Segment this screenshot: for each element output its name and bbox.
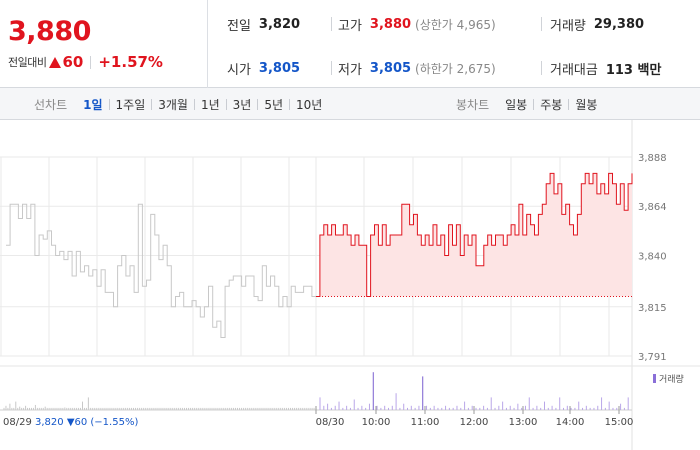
divider — [568, 98, 570, 110]
stat-value: 3,805 — [258, 61, 301, 76]
stat-high: 고가 3,880 (상한가 4,965) — [338, 15, 496, 34]
volume-legend-swatch — [653, 374, 656, 383]
divider — [108, 98, 110, 110]
tab-1w[interactable]: 1주일 — [115, 97, 146, 112]
stat-value: 3,805 — [369, 61, 412, 76]
tab-1y[interactable]: 1년 — [200, 97, 220, 112]
today-price-line — [316, 172, 633, 297]
stat-label: 전일 — [227, 19, 251, 34]
chart-period-tabs: 선차트 1일 1주일 3개월 1년 3년 5년 10년 봉차트 일봉 주봉 월봉 — [0, 88, 700, 120]
up-arrow-icon — [49, 56, 62, 68]
tab-weekly[interactable]: 주봉 — [540, 97, 563, 112]
volume-bars: 거래량 — [0, 365, 700, 411]
tab-10y[interactable]: 10년 — [296, 97, 323, 112]
divider — [257, 98, 259, 110]
today-fill-area — [316, 173, 632, 297]
divider — [151, 98, 153, 110]
volume-legend-label: 거래량 — [659, 373, 684, 385]
stat-label: 시가 — [227, 63, 251, 78]
stat-low: 저가 3,805 (하한가 2,675) — [338, 59, 496, 78]
change-value: 60 — [62, 53, 84, 71]
stat-amount: 거래대금 113 백만 — [550, 59, 661, 78]
stat-prev-close: 전일 3,820 — [227, 15, 300, 34]
divider — [225, 98, 227, 110]
line-chart-tabs: 선차트 1일 1주일 3개월 1년 3년 5년 10년 — [34, 88, 328, 120]
divider — [289, 98, 291, 110]
lower-limit: (하한가 2,675) — [415, 62, 496, 76]
stat-label: 고가 — [338, 19, 362, 34]
stat-volume: 거래량 29,380 — [550, 15, 644, 34]
current-price-box: 3,880 전일대비 60 +1.57% — [0, 0, 208, 88]
tab-1d[interactable]: 1일 — [83, 97, 103, 112]
y-tick-label: 3,888 — [638, 153, 667, 164]
stat-value: 113 백만 — [605, 63, 662, 78]
price-summary: 3,880 전일대비 60 +1.57% 전일 3,820 고가 3,880 (… — [0, 0, 700, 88]
divider — [533, 98, 535, 110]
x-tick-label: 14:00 — [556, 417, 585, 428]
divider — [331, 17, 332, 31]
y-axis-ticks: 3,888 3,864 3,840 3,815 3,791 — [638, 153, 667, 363]
divider — [541, 61, 542, 75]
tab-3y[interactable]: 3년 — [232, 97, 252, 112]
price-chart: 3,888 3,864 3,840 3,815 3,791 거래량 08/30 10:00… — [0, 120, 700, 450]
x-tick-label: 15:00 — [605, 417, 634, 428]
line-chart-title: 선차트 — [34, 97, 68, 112]
x-tick-label: 10:00 — [362, 417, 391, 428]
x-tick-label: 11:00 — [411, 417, 440, 428]
x-tick-label: 08/30 — [316, 417, 345, 428]
stat-value: 29,380 — [593, 17, 645, 32]
divider — [541, 17, 542, 31]
tab-3m[interactable]: 3개월 — [158, 97, 188, 112]
tab-5y[interactable]: 5년 — [264, 97, 284, 112]
prev-day-close: 3,820 — [35, 417, 67, 428]
change-percent: +1.57% — [98, 53, 163, 71]
divider — [193, 98, 195, 110]
chart-lines — [6, 172, 633, 338]
y-tick-label: 3,791 — [638, 352, 667, 363]
change-label: 전일대비 — [8, 56, 47, 69]
prev-day-change: ▼60 — [67, 417, 91, 428]
stat-label: 거래대금 — [550, 63, 598, 78]
divider — [331, 61, 332, 75]
candle-chart-title: 봉차트 — [456, 97, 490, 112]
y-tick-label: 3,840 — [638, 251, 667, 262]
divider — [90, 55, 92, 69]
prev-day-line — [6, 203, 316, 338]
y-tick-label: 3,864 — [638, 202, 667, 213]
x-tick-label: 12:00 — [460, 417, 489, 428]
chart-fill — [316, 173, 632, 297]
stat-value: 3,820 — [258, 17, 301, 32]
change-row: 전일대비 60 +1.57% — [8, 53, 163, 71]
tab-daily[interactable]: 일봉 — [505, 97, 528, 112]
tab-monthly[interactable]: 월봉 — [575, 97, 598, 112]
stat-open: 시가 3,805 — [227, 59, 300, 78]
x-tick-label: 13:00 — [509, 417, 538, 428]
upper-limit: (상한가 4,965) — [415, 18, 496, 32]
prev-day-change-pct: (−1.55%) — [90, 417, 138, 428]
x-axis: 08/30 10:00 11:00 12:00 13:00 14:00 15:00 08/29… — [3, 406, 633, 428]
candle-chart-tabs: 봉차트 일봉 주봉 월봉 — [456, 88, 603, 120]
stat-value: 3,880 — [369, 17, 412, 32]
prev-day-date: 08/29 — [3, 417, 35, 428]
stat-label: 저가 — [338, 63, 362, 78]
y-tick-label: 3,815 — [638, 303, 667, 314]
stat-label: 거래량 — [550, 19, 586, 34]
current-price: 3,880 — [8, 16, 91, 47]
prev-day-summary: 08/29 3,820 ▼60 (−1.55%) — [3, 417, 138, 428]
